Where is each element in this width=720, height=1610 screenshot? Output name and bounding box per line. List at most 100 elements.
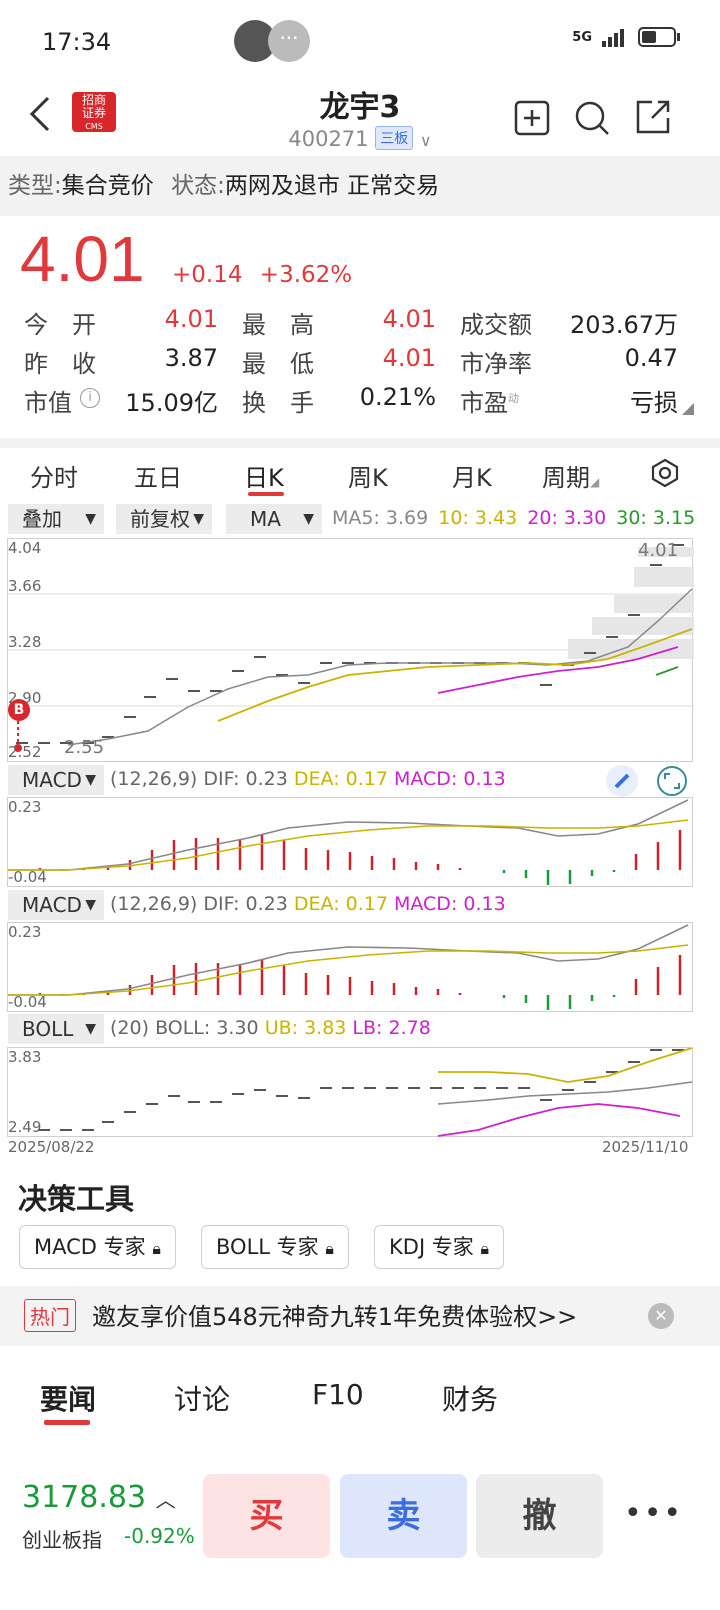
status-time: 17:34 (42, 28, 112, 56)
cancel-order-button[interactable]: 撤 (476, 1474, 603, 1558)
tab-period[interactable]: 周期◢ (542, 458, 599, 493)
stock-name: 龙宇3 (319, 90, 401, 125)
dropdown-arrow-icon: ▼ (85, 1021, 96, 1037)
ma20-line (437, 646, 679, 694)
more-icon[interactable]: ••• (624, 1496, 684, 1531)
pb-label: 市净率 (460, 350, 532, 378)
macd-expert-button[interactable]: MACD 专家 🔒︎ (19, 1225, 176, 1269)
high-value: 4.01 (382, 305, 436, 333)
boll-mid-line (437, 1081, 693, 1105)
info-icon[interactable]: i (80, 388, 100, 408)
buy-marker-badge[interactable]: B (8, 699, 30, 721)
ma5-line (67, 588, 693, 746)
edit-pencil-icon[interactable] (606, 765, 638, 797)
stock-code-row[interactable]: 400271 三板 ∨ (0, 126, 720, 151)
period-corner-icon: ◢ (590, 475, 600, 489)
fullscreen-icon[interactable] (656, 765, 688, 797)
date-end: 2025/11/10 (602, 1138, 689, 1156)
macd-dea: DEA: 0.17 (293, 893, 388, 915)
news-tab-underline (44, 1420, 90, 1425)
tab-weekly-k[interactable]: 周K (348, 464, 388, 492)
chevron-up-icon: ︿ (155, 1488, 176, 1512)
share-icon[interactable] (634, 98, 672, 136)
boll-expert-button[interactable]: BOLL 专家 🔒︎ (201, 1225, 349, 1269)
change-value: +0.14 (172, 262, 243, 288)
logo-line-3: CMS (85, 122, 103, 131)
kdj-expert-button[interactable]: KDJ 专家 🔒︎ (374, 1225, 505, 1269)
change-percent: +3.62% (259, 262, 353, 288)
macd-select-label: MACD (22, 768, 82, 792)
ma30-value: 30: 3.15 (616, 507, 696, 529)
macd-y-bottom: -0.04 (8, 868, 47, 886)
indicator-select[interactable]: MA ▼ (226, 504, 322, 534)
macd-chart-2[interactable]: 0.23 -0.04 (7, 922, 693, 1012)
add-watchlist-icon[interactable] (514, 100, 550, 136)
settings-gear-icon[interactable] (650, 458, 680, 488)
dropdown-arrow-icon: ▼ (85, 772, 96, 788)
tab-f10[interactable]: F10 (312, 1378, 364, 1411)
y-label: 3.28 (8, 633, 42, 651)
boll-chart[interactable]: 3.83 2.49 (7, 1047, 693, 1137)
macd-dif: DIF: 0.23 (203, 768, 288, 790)
promo-banner[interactable]: 热门 邀友享价值548元神奇九转1年免费体验权>> ✕ (0, 1286, 720, 1346)
tab-finance[interactable]: 财务 (442, 1383, 499, 1416)
quote-row-3: 市值 i 15.09亿 换 手 0.21% 市盈动 亏损 (24, 383, 700, 423)
buy-button[interactable]: 买 (203, 1474, 330, 1558)
tab-monthly-k[interactable]: 月K (452, 464, 492, 492)
ma10-value: 10: 3.43 (438, 507, 518, 529)
macd-value: MACD: 0.13 (393, 893, 506, 915)
expand-corner-icon[interactable] (682, 403, 694, 415)
tab-five-day[interactable]: 五日 (134, 464, 182, 492)
state-value: 两网及退市 正常交易 (224, 173, 440, 199)
boll-ub: UB: 3.83 (264, 1017, 347, 1039)
dif-line (8, 924, 689, 996)
y-label-top: 4.04 (8, 539, 42, 557)
adjust-label: 前复权 (130, 507, 190, 531)
tab-discussion[interactable]: 讨论 (174, 1383, 231, 1416)
turnover-rate-value: 0.21% (359, 383, 436, 411)
close-icon[interactable]: ✕ (648, 1303, 674, 1329)
boll-mid: BOLL: 3.30 (155, 1017, 259, 1039)
boll-expert-label: BOLL 专家 (216, 1235, 319, 1259)
macd-legend-1: (12,26,9) DIF: 0.23 DEA: 0.17 MACD: 0.13 (110, 768, 506, 790)
sell-button[interactable]: 卖 (340, 1474, 467, 1558)
macd-y-top: 0.23 (8, 923, 42, 941)
more-bubble-icon[interactable]: ··· (268, 20, 310, 62)
overlay-select[interactable]: 叠加 ▼ (8, 504, 104, 534)
tab-daily-k[interactable]: 日K (244, 464, 284, 492)
macd-legend-2: (12,26,9) DIF: 0.23 DEA: 0.17 MACD: 0.13 (110, 893, 506, 915)
logo-line-2: 证券 (81, 106, 106, 120)
index-name: 创业板指 (22, 1528, 102, 1552)
macd-select-2[interactable]: MACD ▼ (8, 890, 104, 920)
dif-line (8, 799, 689, 871)
logo-line-1: 招商 (81, 93, 106, 107)
ma5-value: MA5: 3.69 (332, 507, 429, 529)
boll-y-top: 3.83 (8, 1048, 42, 1066)
dropdown-arrow-icon: ▼ (85, 897, 96, 913)
price-profile-bar (614, 595, 694, 613)
kline-plot (8, 544, 694, 752)
bottom-trade-bar: 3178.83 ︿ 创业板指 -0.92% 买 卖 撤 ••• (0, 1462, 720, 1610)
macd-chart-1[interactable]: 0.23 -0.04 (7, 797, 693, 887)
back-arrow-icon[interactable] (28, 96, 52, 132)
tab-intraday[interactable]: 分时 (30, 464, 78, 492)
section-divider (0, 438, 720, 448)
low-value: 4.01 (382, 344, 436, 372)
kline-chart[interactable]: 4.04 3.66 3.28 2.90 2.52 4.01 2.55 B (7, 538, 694, 762)
macd-select-1[interactable]: MACD ▼ (8, 765, 104, 795)
pe-label-sup: 动 (508, 392, 519, 405)
adjust-select[interactable]: 前复权 ▼ (116, 504, 212, 534)
overlay-label: 叠加 (22, 507, 62, 531)
ma-legend: MA5: 3.69 10: 3.43 20: 3.30 30: 3.15 (332, 507, 695, 529)
index-value[interactable]: 3178.83 ︿ (22, 1480, 176, 1515)
search-icon[interactable] (574, 100, 610, 136)
boll-select[interactable]: BOLL ▼ (8, 1014, 104, 1044)
boll-lb: LB: 2.78 (352, 1017, 431, 1039)
promo-text[interactable]: 邀友享价值548元神奇九转1年免费体验权>> (92, 1303, 578, 1331)
decision-tools-title: 决策工具 (18, 1182, 135, 1216)
tab-news[interactable]: 要闻 (40, 1383, 97, 1416)
turnover-rate-label: 换 手 (242, 389, 314, 417)
turnover-amount-value: 203.67万 (570, 311, 678, 339)
macd-select-label: MACD (22, 893, 82, 917)
index-change: -0.92% (124, 1524, 195, 1548)
